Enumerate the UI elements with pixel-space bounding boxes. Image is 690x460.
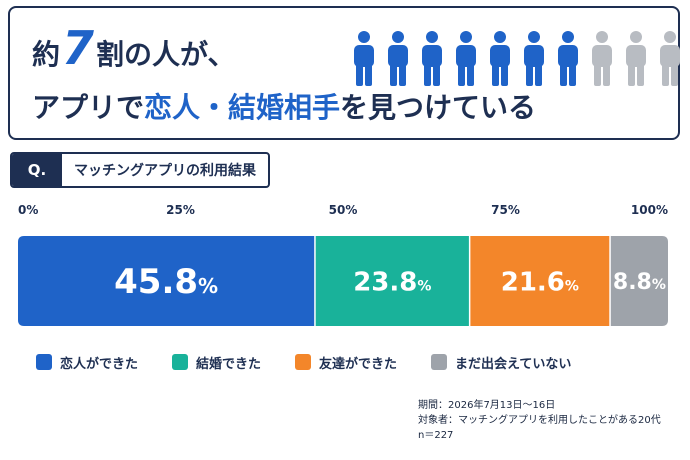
headline-line2-suffix: を見つけている [340,91,537,124]
headline-line-1: 約7割の人が、 [32,25,236,77]
legend-label: 恋人ができた [60,356,139,372]
axis-tick-label: 50% [329,203,358,217]
bar-value-label: 45.8% [114,262,218,302]
notes-sample-size: n＝227 [418,430,454,441]
headline-prefix: 約 [32,38,61,71]
bar-segment [18,236,315,326]
axis-tick-label: 25% [166,203,195,217]
person-icon [626,31,646,86]
person-icon [456,31,476,86]
bar-segment [315,236,469,326]
axis-tick-label: 75% [491,203,520,217]
headline-highlight: 恋人・結婚相手 [144,91,341,124]
question-text: マッチングアプリの利用結果 [74,163,256,179]
stacked-bar-chart: 0% 25% 50% 75% 100% 45.8% 23.8% 21.6% 8.8% [18,203,668,326]
person-icon [490,31,510,86]
axis-tick-label: 100% [631,203,668,217]
legend-swatch [36,354,52,370]
legend-item: まだ出会えていない [431,350,571,374]
bar-value-label: 21.6% [501,267,579,297]
legend-swatch [295,354,312,370]
people-pictogram [354,31,680,86]
question-box: Q. マッチングアプリの利用結果 [10,152,270,188]
headline-box: 約7割の人が、 アプリで恋人・結婚相手を見つけている [8,6,680,140]
person-icon [558,31,578,86]
legend: 恋人ができた 結婚できた 友達ができた まだ出会えていない [36,350,676,374]
headline-line-2: アプリで恋人・結婚相手を見つけている [32,88,536,128]
legend-label: まだ出会えていない [455,356,572,372]
legend-item: 友達ができた [295,350,397,374]
person-icon [524,31,544,86]
legend-item: 結婚できた [172,350,261,374]
bar-value-label: 8.8% [613,270,666,295]
bar-segment [470,236,610,326]
axis-tick-label: 0% [18,203,38,217]
person-icon [422,31,442,86]
bar-segment [610,236,668,326]
notes-target: 対象者：マッチングアプリを利用したことがある20代 [418,415,661,426]
headline-number: 7 [62,21,95,75]
person-icon [592,31,612,86]
legend-label: 友達ができた [319,356,398,372]
bar-value-label: 23.8% [353,267,431,297]
headline-suffix: 割の人が、 [96,38,236,71]
legend-label: 結婚できた [196,356,262,372]
legend-item: 恋人ができた [36,350,138,374]
person-icon [354,31,374,86]
person-icon [388,31,408,86]
person-icon [660,31,680,86]
headline-line2-prefix: アプリで [32,91,145,124]
legend-swatch [431,354,448,370]
notes-period: 期間：2026年7月13日〜16日 [418,400,556,411]
question-tag: Q. [12,154,62,186]
survey-notes: 期間：2026年7月13日〜16日 対象者：マッチングアプリを利用したことがある… [418,398,661,443]
legend-swatch [172,354,189,370]
